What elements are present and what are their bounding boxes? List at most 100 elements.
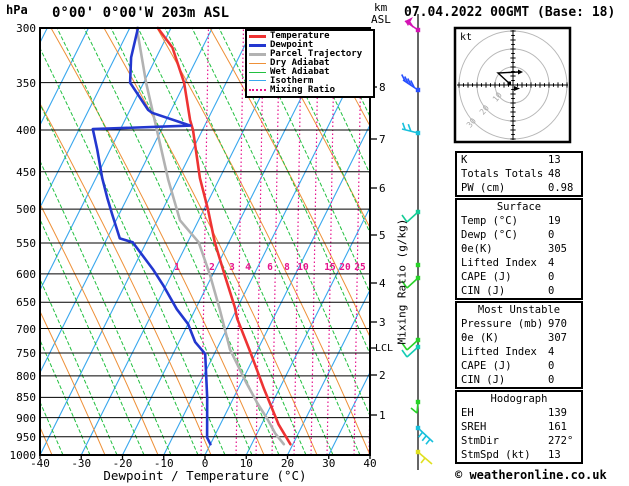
table-row: Pressure (mb) 970 [457, 317, 581, 331]
table-row: SREH 161 [457, 420, 581, 434]
row-value: 0.98 [548, 182, 574, 194]
table-row: StmDir 272° [457, 434, 581, 448]
pressure-tick-label: 1000 [9, 449, 37, 462]
legend-item: Dewpoint [249, 41, 373, 50]
legend-item: Parcel Trajectory [249, 50, 373, 59]
wind-barb [401, 74, 421, 93]
wind-barb [401, 209, 421, 223]
hodograph-unit-label: kt [460, 32, 473, 43]
table-row: StmSpd (kt) 13 [457, 448, 581, 462]
mixing-ratio-value-label: 10 [297, 262, 309, 273]
x-axis-title: Dewpoint / Temperature (°C) [103, 468, 307, 483]
altitude-axis-unit-km: km [374, 1, 388, 14]
data-table: K 13 Totals Totals 48 PW (cm) 0.98 [455, 151, 583, 197]
row-value: 970 [548, 318, 567, 330]
mixing-ratio-value-label: 4 [245, 262, 251, 273]
row-label: Dewp (°C) [461, 229, 518, 241]
row-label: CIN (J) [461, 374, 506, 386]
row-label: EH [461, 407, 474, 419]
row-label: StmDir [461, 435, 499, 447]
wind-barb [401, 344, 421, 358]
altitude-tick-label: 7 [379, 133, 386, 146]
temperature-tick-label: 30 [322, 457, 336, 470]
temperature-tick-label: 0 [201, 457, 209, 470]
temperature-tick-label: -10 [153, 457, 174, 470]
table-row: PW (cm) 0.98 [457, 181, 581, 195]
altitude-tick-label: 8 [379, 81, 386, 94]
table-row: CAPE (J) 0 [457, 359, 581, 373]
row-value: 139 [548, 407, 567, 419]
table-row: Lifted Index 4 [457, 256, 581, 270]
legend-item-label: Dry Adiabat [270, 58, 330, 69]
pressure-tick-label: 900 [16, 411, 36, 425]
legend-item-label: Temperature [270, 31, 330, 42]
table-row: θe(K) 305 [457, 242, 581, 256]
parcel-trajectory-curve [135, 26, 286, 446]
indices-panel: K 13 Totals Totals 48 PW (cm) 0.98 Surface Temp… [455, 151, 583, 465]
temperature-curve [156, 26, 292, 446]
temperature-tick-label: -40 [30, 457, 50, 470]
hodograph-trace [496, 69, 523, 91]
pressure-tick-label: 650 [16, 296, 36, 310]
row-value: 0 [548, 285, 555, 297]
mixing-ratio-value-label: 25 [354, 262, 366, 273]
legend-item: Mixing Ratio [249, 85, 373, 94]
pressure-tick-label: 350 [16, 76, 36, 90]
table-row: CIN (J) 0 [457, 373, 581, 387]
table-row: θe (K) 307 [457, 331, 581, 345]
legend-line-swatch [249, 34, 266, 38]
altitude-axis-unit-asl: ASL [371, 13, 391, 26]
station-title: 0°00' 0°00'W 203m ASL [52, 5, 230, 21]
wind-barb [415, 425, 434, 445]
pressure-tick-label: 300 [16, 22, 36, 35]
row-value: 0 [548, 360, 555, 372]
legend-box: Temperature Dewpoint Parcel Trajectory Dry … [245, 29, 375, 99]
pressure-tick-label: 500 [16, 203, 36, 217]
dewpoint-curve [91, 26, 212, 446]
row-label: K [461, 154, 468, 166]
axis-tick-marks [39, 86, 377, 459]
pressure-tick-label: 700 [16, 322, 36, 336]
temperature-tick-label: 10 [239, 457, 253, 470]
legend-item-label: Parcel Trajectory [270, 49, 363, 60]
table-row: CAPE (J) 0 [457, 270, 581, 284]
row-value: 19 [548, 215, 561, 227]
row-value: 272° [548, 435, 574, 447]
row-value: 48 [548, 168, 561, 180]
data-table: Hodograph EH 139 SREH 161 StmDir 272° StmSpd (k… [455, 390, 583, 464]
wind-barb-column [401, 14, 434, 470]
wind-barb [404, 17, 421, 33]
legend-line-swatch [249, 43, 266, 47]
temperature-tick-label: 20 [280, 457, 295, 470]
legend-item: Temperature [249, 32, 373, 41]
wind-barb [401, 122, 421, 136]
altitude-tick-label: 2 [379, 369, 386, 382]
legend-line-swatch [249, 71, 266, 73]
mixing-ratio-value-label: 6 [267, 262, 273, 273]
altitude-tick-label: 4 [379, 277, 386, 290]
mixing-ratio-value-label: 3 [229, 262, 235, 273]
legend-line-swatch [249, 88, 266, 91]
wind-barb [415, 262, 421, 268]
lcl-marker-label: LCL [375, 343, 394, 354]
row-label: PW (cm) [461, 182, 506, 194]
wind-barb [415, 449, 433, 465]
pressure-tick-label: 550 [16, 236, 36, 250]
mixing-ratio-value-label: 20 [339, 262, 351, 273]
altitude-tick-label: 3 [379, 316, 386, 329]
mixing-ratio-axis-title: Mixing Ratio (g/kg) [395, 218, 409, 345]
row-label: CIN (J) [461, 285, 506, 297]
table-row: Temp (°C) 19 [457, 214, 581, 228]
row-value: 13 [548, 154, 561, 166]
row-value: 307 [548, 332, 567, 344]
row-label: Pressure (mb) [461, 318, 544, 330]
table-row: K 13 [457, 153, 581, 167]
table-row: Dewp (°C) 0 [457, 228, 581, 242]
altitude-tick-label: 5 [379, 229, 386, 242]
legend-item: Dry Adiabat [249, 59, 373, 68]
temperature-tick-label: -20 [112, 457, 133, 470]
row-label: CAPE (J) [461, 360, 512, 372]
row-label: θe(K) [461, 243, 493, 255]
plot-border [39, 27, 371, 456]
